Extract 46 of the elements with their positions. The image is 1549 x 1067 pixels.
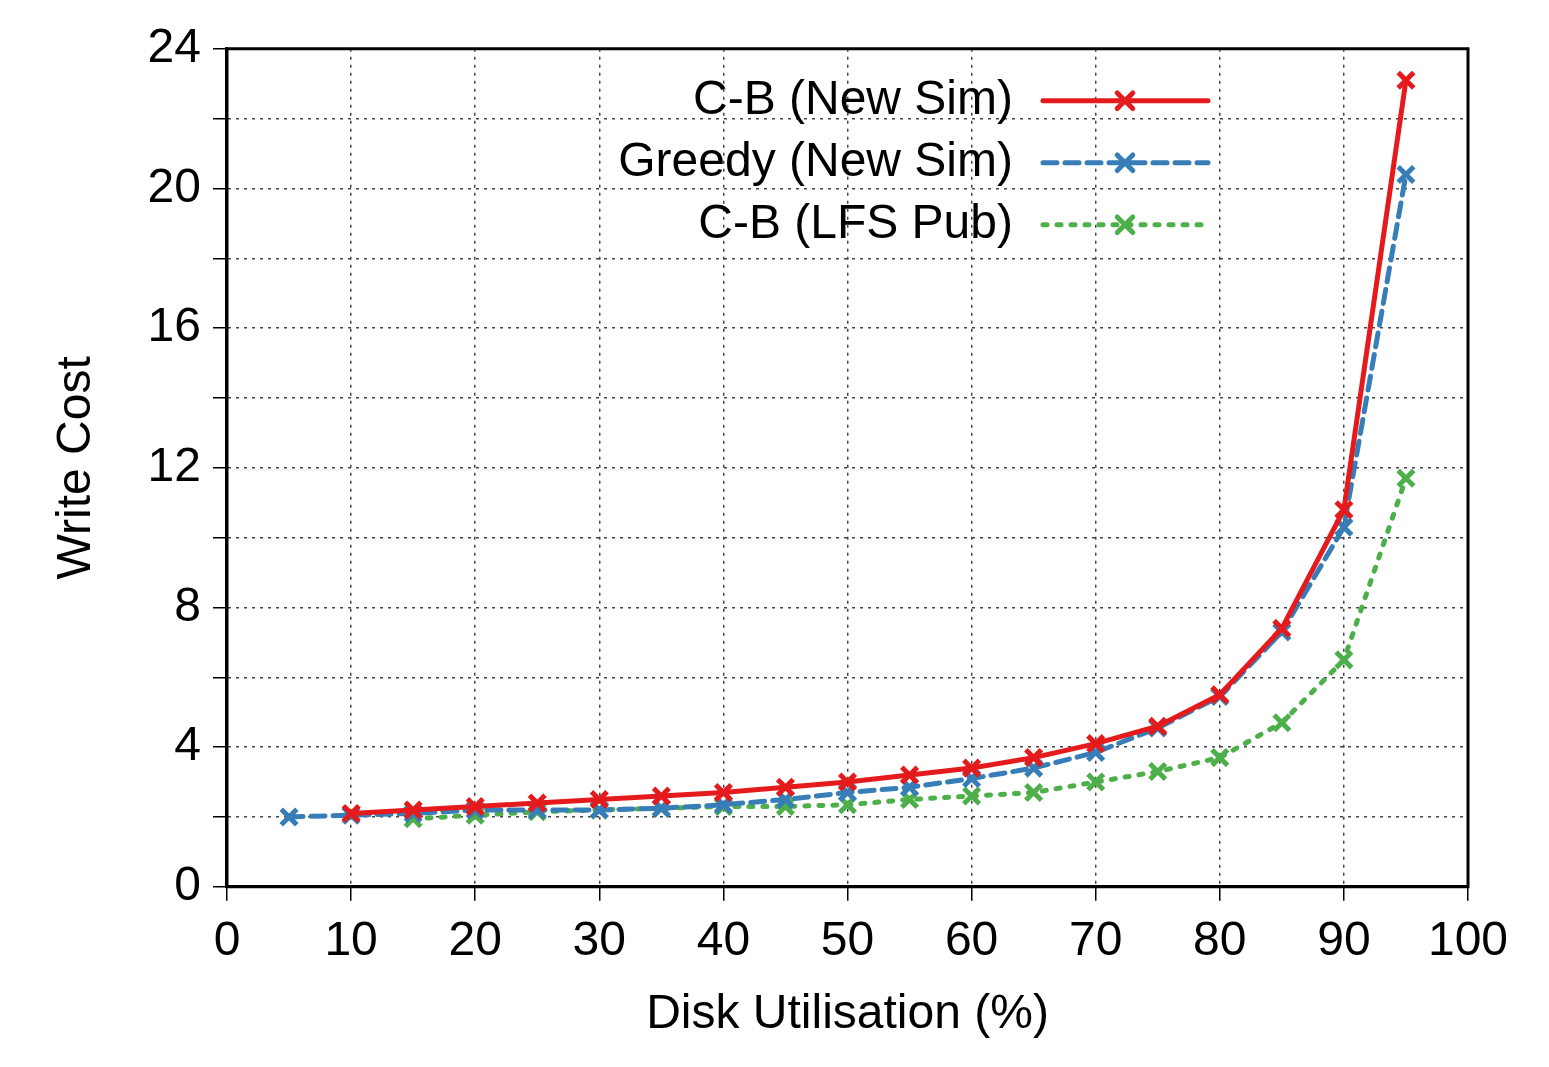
point bbox=[1271, 712, 1293, 733]
x-tick-label: 80 bbox=[1193, 911, 1247, 965]
point bbox=[589, 789, 610, 810]
point bbox=[1333, 516, 1355, 538]
y-tick-label: 8 bbox=[174, 577, 201, 631]
point bbox=[961, 785, 982, 807]
y-tick-label: 20 bbox=[147, 158, 201, 212]
y-tick-label: 4 bbox=[174, 717, 201, 771]
y-tick-label: 12 bbox=[147, 438, 201, 492]
x-tick-label: 60 bbox=[944, 911, 999, 965]
x-tick-label: 10 bbox=[324, 911, 378, 965]
point bbox=[1395, 69, 1417, 91]
point bbox=[1395, 164, 1417, 185]
y-tick-label: 0 bbox=[174, 857, 201, 911]
x-tick-label: 70 bbox=[1069, 911, 1123, 965]
x-tick-label: 40 bbox=[696, 911, 751, 965]
x-tick-label: 50 bbox=[820, 911, 875, 965]
point bbox=[1085, 733, 1106, 754]
x-axis-title: Disk Utilisation (%) bbox=[646, 985, 1049, 1039]
point bbox=[1023, 782, 1044, 803]
point bbox=[1147, 761, 1169, 782]
x-tick-label: 100 bbox=[1427, 911, 1509, 965]
point bbox=[713, 782, 734, 803]
point bbox=[651, 785, 672, 807]
point bbox=[1085, 771, 1106, 793]
legend-label: C-B (LFS Pub) bbox=[698, 195, 1013, 249]
point bbox=[837, 771, 858, 793]
point bbox=[1333, 499, 1355, 520]
point bbox=[1209, 747, 1231, 768]
y-tick-label: 24 bbox=[147, 19, 201, 73]
legend-label: Greedy (New Sim) bbox=[618, 133, 1013, 187]
x-tick-label: 30 bbox=[572, 911, 626, 965]
x-tick-label: 0 bbox=[213, 911, 241, 965]
point bbox=[526, 792, 548, 814]
point bbox=[899, 764, 920, 786]
point bbox=[1333, 649, 1355, 671]
point bbox=[1395, 468, 1417, 489]
point bbox=[775, 777, 796, 798]
point bbox=[278, 806, 300, 828]
point bbox=[1023, 747, 1044, 768]
point bbox=[961, 757, 982, 779]
x-tick-label: 20 bbox=[448, 911, 502, 965]
legend-label: C-B (New Sim) bbox=[693, 71, 1013, 125]
y-tick-label: 16 bbox=[147, 298, 201, 352]
y-axis-title: Write Cost bbox=[47, 356, 101, 580]
x-tick-label: 90 bbox=[1317, 911, 1371, 965]
